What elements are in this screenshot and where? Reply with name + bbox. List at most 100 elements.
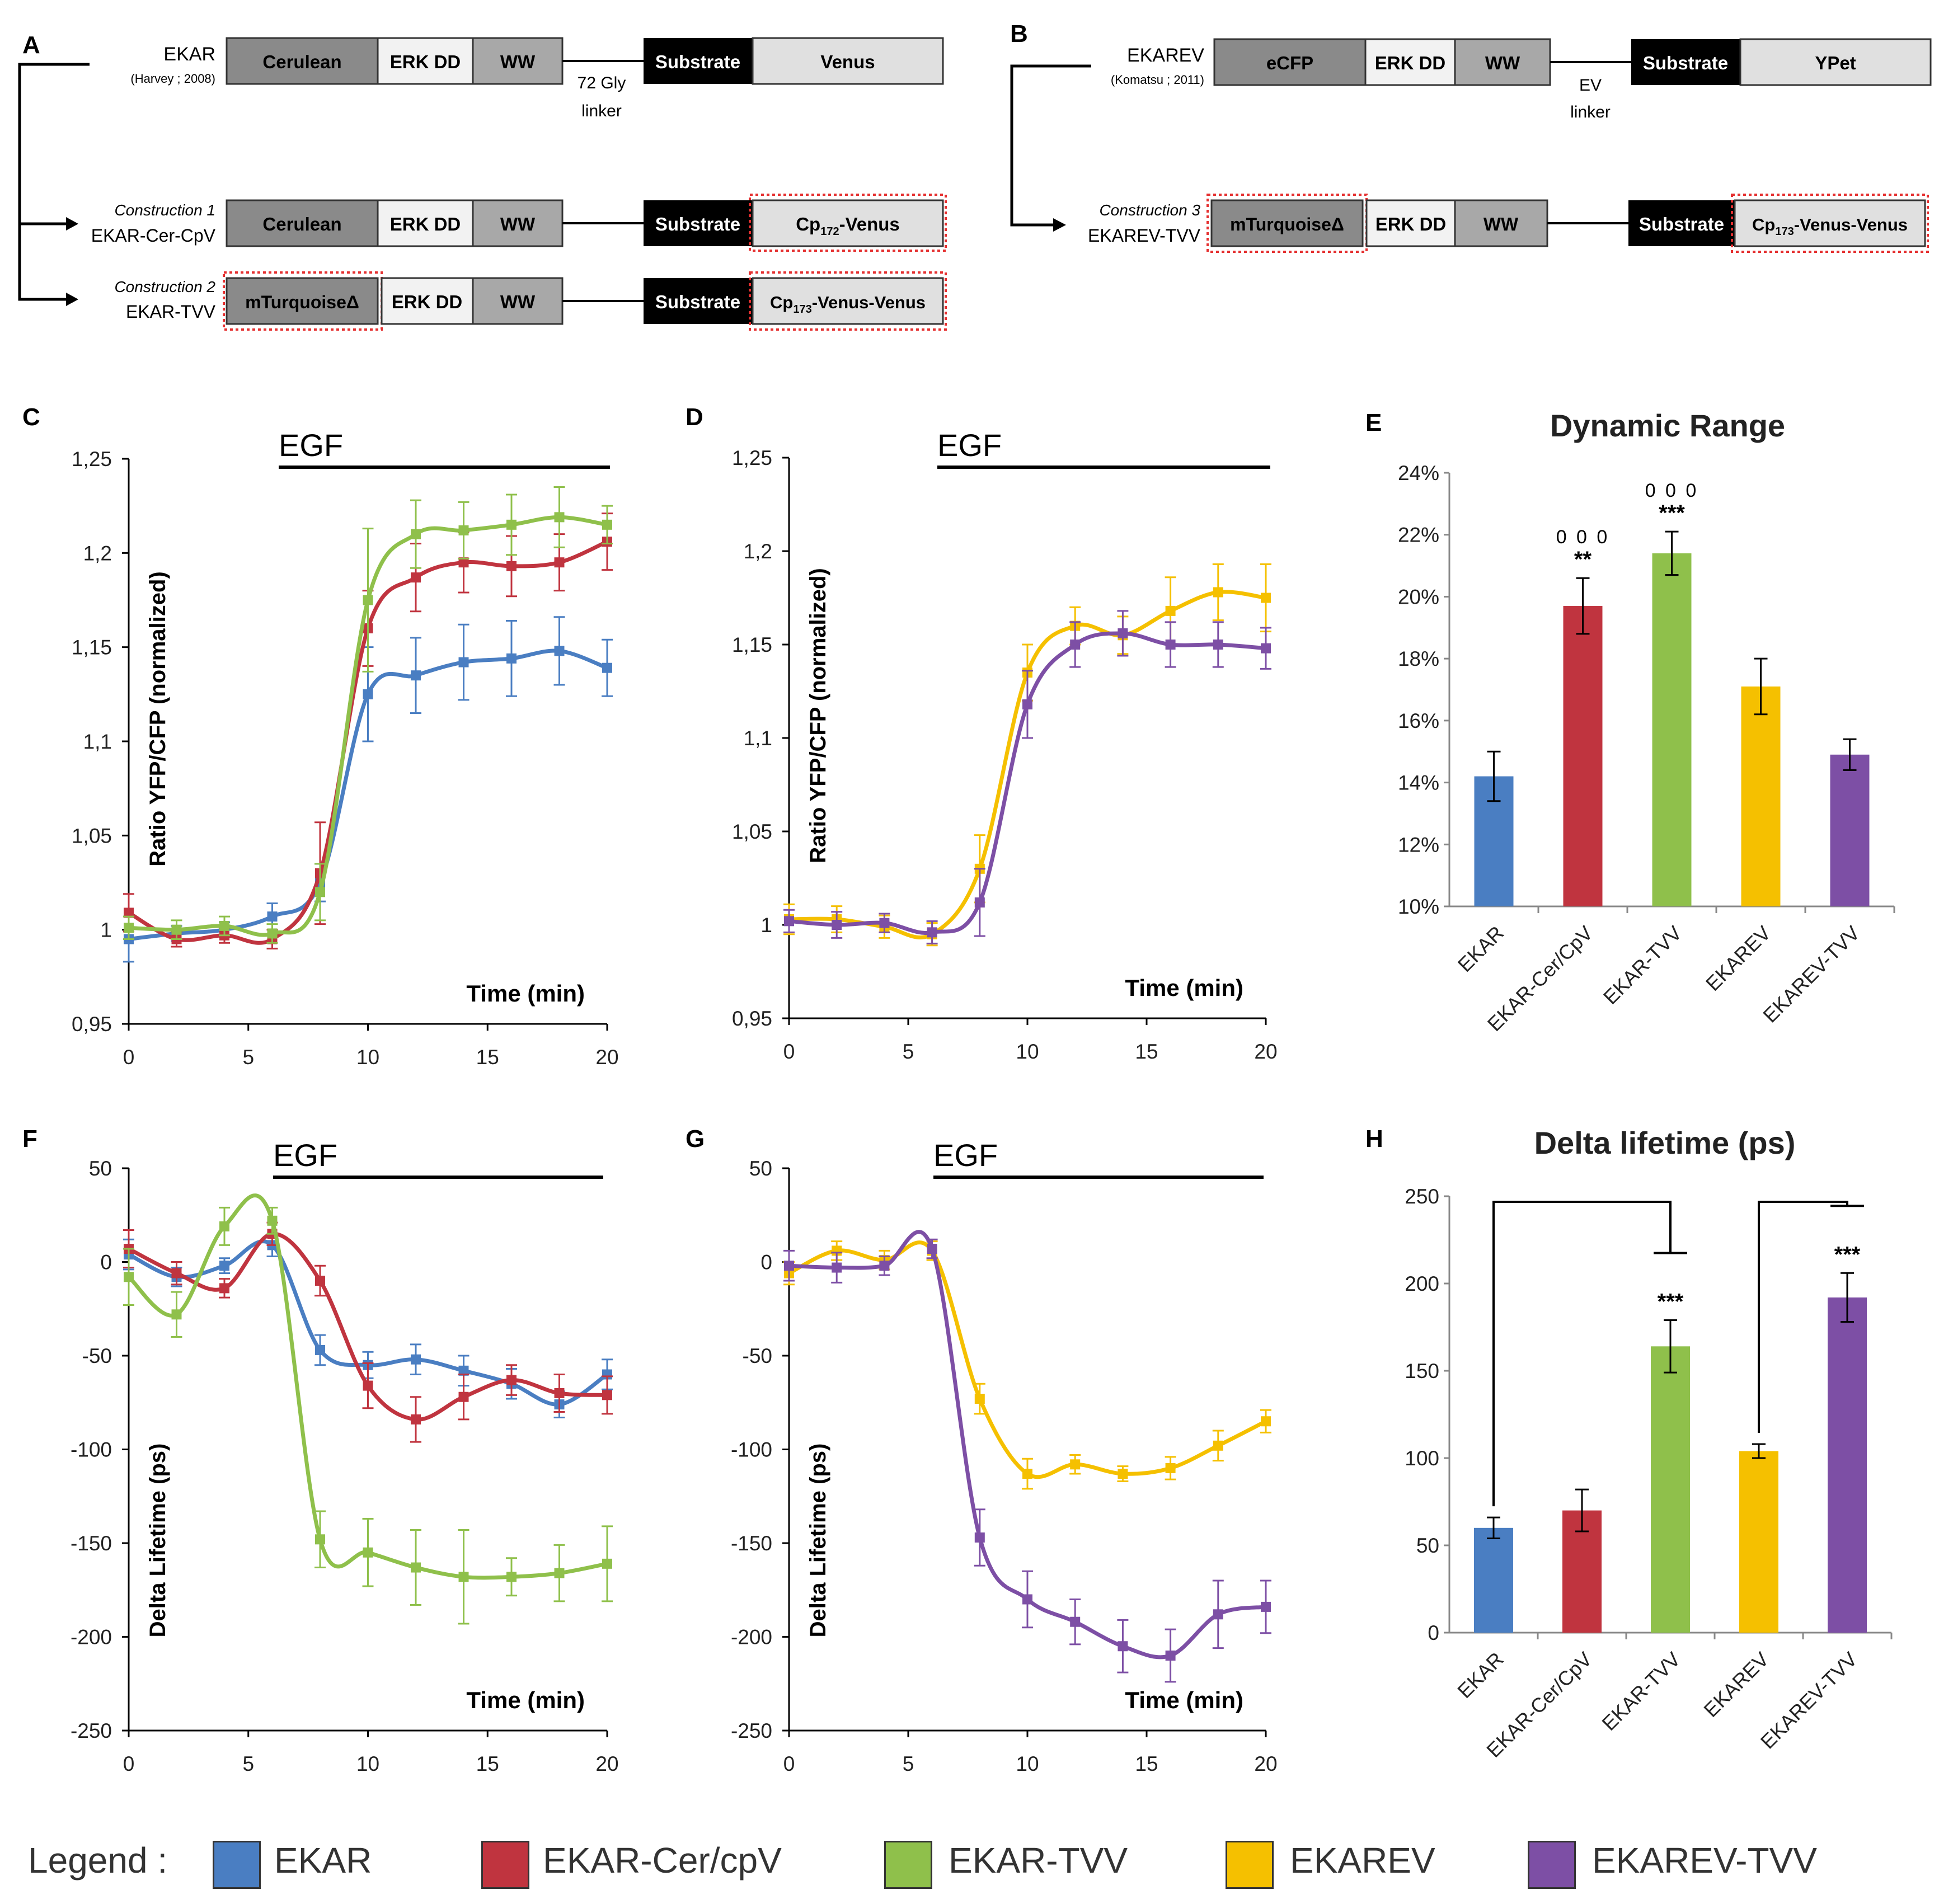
- x-tick-label-g: 0: [783, 1752, 795, 1775]
- data-point-ekarev: [1022, 1469, 1032, 1479]
- y-tick-label-e: 18%: [1398, 647, 1439, 670]
- x-tick-label-g: 10: [1016, 1752, 1039, 1775]
- chart-e: Dynamic Range 10% 12% 14% 16% 18% 20% 22% 24% EKA…: [1398, 408, 1895, 1036]
- y-tick-label-g: -250: [731, 1719, 772, 1742]
- data-point-ekarev-tvv: [927, 927, 937, 938]
- data-point-ekar-tvv: [602, 519, 612, 530]
- significance-circles-ekar-tvv: 0 0 0: [1645, 480, 1699, 501]
- y-tick-label-f: 50: [89, 1157, 112, 1180]
- data-point-ekar: [411, 670, 421, 681]
- y-tick-label-e: 14%: [1398, 772, 1439, 794]
- data-point-ekarev: [1213, 587, 1223, 598]
- y-tick-label-f: 0: [100, 1251, 112, 1274]
- data-point-ekarev-tvv: [1118, 628, 1128, 638]
- legend-label-ekar: EKAR: [274, 1840, 372, 1881]
- data-point-ekar: [458, 657, 469, 667]
- c3-acceptor-sub: 173: [1775, 225, 1794, 238]
- panel-label-g: G: [686, 1125, 705, 1153]
- legend: Legend : EKAR EKAR-Cer/cpV EKAR-TVV EKAR…: [28, 1830, 1931, 1897]
- c1-ww-label: WW: [500, 214, 536, 234]
- y-tick-label-d: 1: [760, 914, 772, 937]
- y-tick-label-c: 1,1: [83, 730, 112, 753]
- data-point-ekar-cer-cpv: [363, 1380, 373, 1391]
- data-point-ekarev: [1070, 1459, 1081, 1470]
- c1-erkdd-label: ERK DD: [390, 214, 461, 234]
- schematic-b: B EKAREV (Komatsu ; 2011) eCFP ERK DD WW…: [1010, 20, 1932, 253]
- data-point-ekar-tvv: [506, 1572, 517, 1582]
- ekar-name: EKAR: [163, 44, 215, 65]
- x-axis-label-f: Time (min): [466, 1687, 585, 1713]
- c1-ww-box: [472, 199, 564, 247]
- y-tick-label-e: 20%: [1398, 585, 1439, 608]
- c3-acceptor-cp: Cp: [1752, 215, 1775, 234]
- x-tick-label-g: 5: [903, 1752, 914, 1775]
- data-point-ekarev-tvv: [1213, 640, 1223, 650]
- significance-bracket-h: [1492, 1201, 1672, 1507]
- panel-label-d: D: [686, 403, 703, 431]
- data-point-ekar: [363, 689, 373, 699]
- data-point-ekarev-tvv: [1070, 1616, 1081, 1627]
- data-point-ekar-tvv: [171, 924, 182, 935]
- c2-mturq-label: mTurquoiseΔ: [245, 292, 359, 312]
- c3-acceptor-box: [1734, 199, 1926, 247]
- panel-label-b: B: [1010, 20, 1028, 48]
- x-tick-label-d: 15: [1135, 1040, 1158, 1063]
- y-tick-label-h: 100: [1405, 1447, 1439, 1470]
- legend-swatch-ekarev: [1226, 1841, 1274, 1889]
- ekarev-substrate-box: [1631, 39, 1740, 85]
- c2-erkdd-box: [381, 277, 474, 325]
- c3-acceptor-rest: -Venus-Venus: [1794, 215, 1908, 234]
- chart-c: 0,95 1 1,05 1,1 1,15 1,2 1,25 0 5 10 15 20 EGF Ratio …: [72, 427, 619, 1069]
- egf-label-c: EGF: [279, 427, 343, 463]
- data-point-ekar-cer-cpv: [554, 557, 565, 568]
- c3-erkdd-box: [1365, 199, 1456, 247]
- ekarev-erkdd-box: [1364, 38, 1456, 86]
- data-point-ekarev-tvv: [784, 916, 794, 927]
- data-point-ekarev-tvv: [1165, 1651, 1176, 1661]
- chart-h: Delta lifetime (ps) 0 50 100 150 200 250 EKAR EK…: [1405, 1125, 1893, 1762]
- ekar-erkdd-label: ERK DD: [390, 51, 461, 72]
- x-tick-label-d: 10: [1016, 1040, 1039, 1063]
- data-point-ekar-cer-cpv: [411, 572, 421, 583]
- data-point-ekarev-tvv: [879, 1261, 890, 1271]
- y-tick-label-f: -250: [71, 1719, 112, 1742]
- c2-acceptor-label: Cp173-Venus-Venus: [770, 293, 926, 316]
- series-line-ekarev: [788, 1240, 1267, 1479]
- data-point-ekar-tvv: [219, 1221, 229, 1231]
- legend-swatch-ekar-tvv: [884, 1841, 932, 1889]
- c3-title: Construction 3: [1099, 201, 1200, 219]
- panel-label-f: F: [22, 1125, 37, 1153]
- data-point-ekarev-tvv: [879, 918, 890, 928]
- c3-acceptor-label: Cp173-Venus-Venus: [1752, 215, 1908, 238]
- y-tick-label-h: 200: [1405, 1272, 1439, 1295]
- arrowhead-icon: [66, 293, 78, 306]
- c3-ww-box: [1454, 199, 1548, 247]
- c2-title: Construction 2: [114, 278, 215, 295]
- y-tick-label-c: 1,2: [83, 542, 112, 565]
- egf-label-f: EGF: [273, 1137, 337, 1173]
- c2-ww-label: WW: [500, 292, 536, 312]
- data-point-ekar: [506, 653, 517, 664]
- y-tick-label-f: -200: [71, 1626, 112, 1649]
- data-point-ekarev: [974, 1394, 985, 1404]
- x-tick-label-c: 0: [123, 1046, 135, 1069]
- c3-acceptor-highlight: [1731, 194, 1929, 253]
- data-point-ekar: [602, 662, 612, 673]
- data-point-ekarev-tvv: [832, 920, 842, 930]
- x-tick-label-f: 10: [356, 1752, 379, 1775]
- bar-ekarev-tvv: [1830, 754, 1870, 906]
- data-point-ekar-cer-cpv: [506, 561, 517, 571]
- data-point-ekarev-tvv: [927, 1244, 937, 1254]
- data-point-ekar-tvv: [458, 1572, 469, 1582]
- legend-swatch-ekar-cer-cpv: [481, 1841, 529, 1889]
- x-tick-label-f: 0: [123, 1752, 135, 1775]
- panel-label-a: A: [22, 31, 40, 59]
- legend-label-ekar-cer-cpv: EKAR-Cer/cpV: [543, 1840, 782, 1881]
- chart-g: -250 -200 -150 -100 -50 0 50 0 5 10 15 20 EGF Delta L…: [731, 1137, 1278, 1775]
- ekarev-ypet-label: YPet: [1815, 53, 1856, 73]
- significance-stars-ekarev-tvv: ***: [1834, 1242, 1861, 1267]
- data-point-ekar: [315, 1344, 325, 1355]
- c1-acceptor-rest: -Venus: [839, 214, 900, 234]
- c1-acceptor-highlight: [749, 194, 947, 252]
- y-tick-label-c: 1,05: [72, 824, 112, 847]
